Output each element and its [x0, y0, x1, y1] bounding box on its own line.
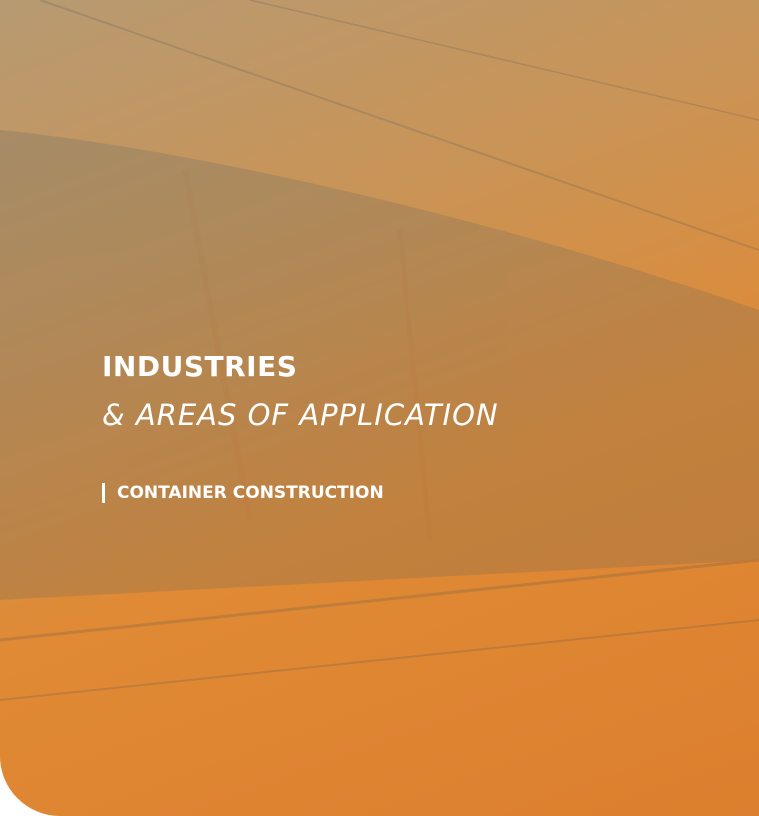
hero-card: INDUSTRIES & AREAS OF APPLICATION CONTAI… — [0, 0, 759, 816]
hero-subtitle: & AREAS OF APPLICATION — [102, 398, 499, 432]
hero-title: INDUSTRIES — [102, 350, 297, 383]
category-label: CONTAINER CONSTRUCTION — [102, 483, 384, 503]
